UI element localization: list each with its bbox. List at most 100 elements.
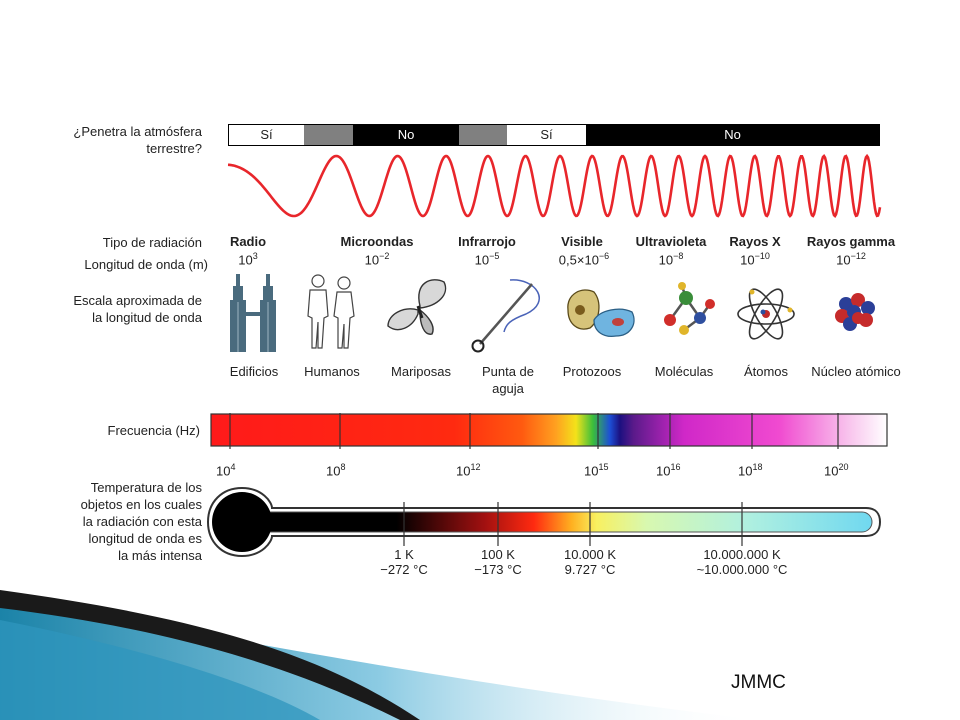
atmosphere-segment: No [353,125,459,145]
object-label: Protozoos [562,364,622,379]
temperature-label-line-4: longitud de onda es [88,531,202,546]
radiation-name: Microondas [340,234,414,249]
frequency-tick-exponent: 12 [470,462,481,472]
wavelength-base: 10 [474,252,490,268]
wavelength-base: 10 [364,252,380,268]
radiation-name: Rayos gamma [806,234,896,249]
needle-icon [471,279,540,353]
atmosphere-segment: Sí [507,125,586,145]
temperature-label-line-1: Temperatura de los [90,480,202,495]
temperature-kelvin: 100 K [481,547,515,562]
wavelength-base: 0,5×10 [558,252,599,268]
frequency-tick-base: 10 [456,463,471,479]
frequency-tick-label: 1015 [584,462,608,478]
temperature-label-line-3: la radiación con esta [82,514,202,529]
wavelength-value: 10−10 [720,251,790,267]
radiation-name: Infrarrojo [458,234,516,249]
wavelength-base: 10 [658,252,674,268]
object-label: Mariposas [391,364,451,379]
atmosphere-segment-text: Sí [260,127,273,142]
thermometer-bulb [212,492,272,552]
frequency-tick-label: 108 [326,462,345,478]
slide-swoosh [0,590,760,720]
scale-label: Escala aproximada de la longitud de onda [20,292,202,326]
wavelength-base: 10 [836,252,851,268]
atmosphere-segment [304,125,353,145]
radiation-name: Radio [229,234,267,249]
wavelength-label: Longitud de onda (m) [84,257,208,272]
temperature-label-line-2: objetos en los cuales [80,497,202,512]
wavelength-value: 10−2 [337,251,417,267]
temperature-label-line-5: la más intensa [118,548,202,563]
scale-label-line-2: la longitud de onda [92,310,202,325]
temperature-kelvin: 1 K [394,547,414,562]
wavelength-base: 10 [238,252,253,268]
temperature-celsius: 9.727 °C [564,562,616,577]
frequency-tick-base: 10 [216,463,231,479]
frequency-tick-exponent: 8 [340,462,346,472]
thermometer [206,486,882,558]
butterfly-icon [387,279,447,335]
atmosphere-segment-text: Sí [540,127,553,142]
object-label: Humanos [304,364,360,379]
atmosphere-label-line-1: ¿Penetra la atmósfera [73,124,202,139]
frequency-tick-exponent: 16 [670,462,681,472]
wavelength-exponent: −8 [673,251,684,261]
wavelength-value: 0,5×10−6 [542,251,626,267]
frequency-tick-base: 10 [738,463,753,479]
frequency-tick-label: 1016 [656,462,680,478]
wavelength-value: 103 [218,251,278,267]
author-credit: JMMC [731,672,786,693]
frequency-tick-label: 1020 [824,462,848,478]
frequency-tick-label: 104 [216,462,235,478]
temperature-celsius: −272 °C [380,562,428,577]
frequency-tick-base: 10 [326,463,341,479]
temperature-tick-label: 10.000 K 9.727 °C [530,547,650,577]
atmosphere-label: ¿Penetra la atmósfera terrestre? [20,123,202,157]
wavelength-exponent: 3 [252,251,258,261]
frequency-tick-label: 1012 [456,462,480,478]
temperature-kelvin: 10.000.000 K [703,547,781,562]
atmosphere-segment-text: No [724,127,741,142]
wavelength-value: 10−12 [816,251,886,267]
frequency-tick-exponent: 18 [752,462,763,472]
temperature-tick-label: 100 K −173 °C [438,547,558,577]
nucleus-icon [835,293,875,331]
temperature-celsius: ~10.000.000 °C [696,562,788,577]
molecule-icon [664,282,715,335]
temperature-tick-label: 10.000.000 K ~10.000.000 °C [682,547,802,577]
wavelength-exponent: −5 [489,251,500,261]
frequency-tick-base: 10 [824,463,839,479]
frequency-tick-label: 1018 [738,462,762,478]
object-label-line-2: aguja [492,381,524,396]
spectrum-gradient [210,413,888,447]
wave-illustration [227,153,882,218]
frequency-label: Frecuencia (Hz) [107,423,200,438]
wave-line [227,153,882,218]
buildings-icon [230,274,276,352]
temperature-kelvin: 10.000 K [563,547,617,562]
radiation-name: Rayos X [729,234,781,249]
frequency-tick-exponent: 20 [838,462,849,472]
temperature-label: Temperatura de los objetos en los cuales… [20,479,202,564]
atom-icon [737,288,795,340]
frequency-tick-base: 10 [656,463,671,479]
wavelength-exponent: −10 [754,251,770,261]
temperature-celsius: −173 °C [474,562,522,577]
radiation-type-label: Tipo de radiación [102,235,202,250]
atmosphere-segment: Sí [229,125,304,145]
wavelength-exponent: −12 [850,251,866,261]
atmosphere-bar: Sí No Sí No [228,124,880,146]
atmosphere-label-line-2: terrestre? [146,141,202,156]
frequency-tick-base: 10 [584,463,599,479]
object-label-line-1: Punta de [481,364,535,379]
object-label: Punta de aguja [470,363,546,397]
temperature-tick-label: 1 K −272 °C [344,547,464,577]
wavelength-exponent: −6 [598,251,610,261]
wavelength-base: 10 [740,252,755,268]
wavelength-value: 10−8 [636,251,706,267]
frequency-tick-exponent: 15 [598,462,609,472]
object-label: Átomos [743,364,789,379]
radiation-name: Ultravioleta [635,234,707,249]
humans-icon [307,274,355,349]
